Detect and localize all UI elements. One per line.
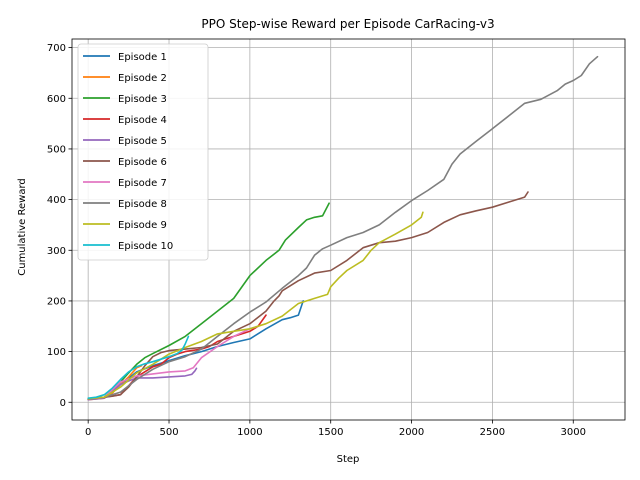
legend-entry: Episode 3 [118,94,167,105]
x-tick-label: 2000 [399,427,424,438]
legend-entry: Episode 5 [118,136,167,147]
y-tick-label: 500 [47,144,66,155]
x-axis-label: Step [337,454,360,465]
x-tick-label: 3000 [561,427,586,438]
series-line-episode-10 [87,335,190,400]
legend-entry: Episode 9 [118,220,167,231]
x-tick-label: 1000 [237,427,262,438]
series-line-episode-7 [87,325,259,401]
legend-entry: Episode 6 [118,157,167,168]
y-axis-label: Cumulative Reward [17,178,28,276]
series-layer [87,55,599,401]
y-tick-label: 600 [47,94,66,105]
x-tick-label: 0 [85,427,91,438]
y-tick-label: 200 [47,296,66,307]
legend-entry: Episode 8 [118,199,167,210]
legend-box [77,43,209,261]
y-tick-label: 700 [47,43,66,54]
x-tick-label: 2500 [480,427,505,438]
legend-entry: Episode 1 [118,52,167,63]
chart-title: PPO Step-wise Reward per Episode CarRaci… [201,17,494,31]
plot-frame [71,38,626,421]
y-tick-label: 300 [47,246,66,257]
y-tick-label: 0 [60,398,66,409]
legend-entry: Episode 10 [118,241,173,252]
y-tick-label: 100 [47,347,66,358]
series-line-episode-8 [87,55,599,401]
series-line-episode-5 [87,367,198,401]
x-axis-ticks: 0 500 1000 1500 2000 2500 3000 [85,420,586,438]
legend-entry: Episode 7 [118,178,167,189]
y-axis-ticks: 0 100 200 300 400 500 600 700 [47,43,72,409]
x-tick-label: 500 [159,427,178,438]
legend-entry: Episode 4 [118,115,167,126]
y-tick-label: 400 [47,195,66,206]
legend-entry: Episode 2 [118,73,167,84]
legend: Episode 1 Episode 2 Episode 3 Episode 4 Epis… [77,43,209,261]
series-line-episode-9 [87,211,424,400]
x-tick-label: 1500 [318,427,343,438]
